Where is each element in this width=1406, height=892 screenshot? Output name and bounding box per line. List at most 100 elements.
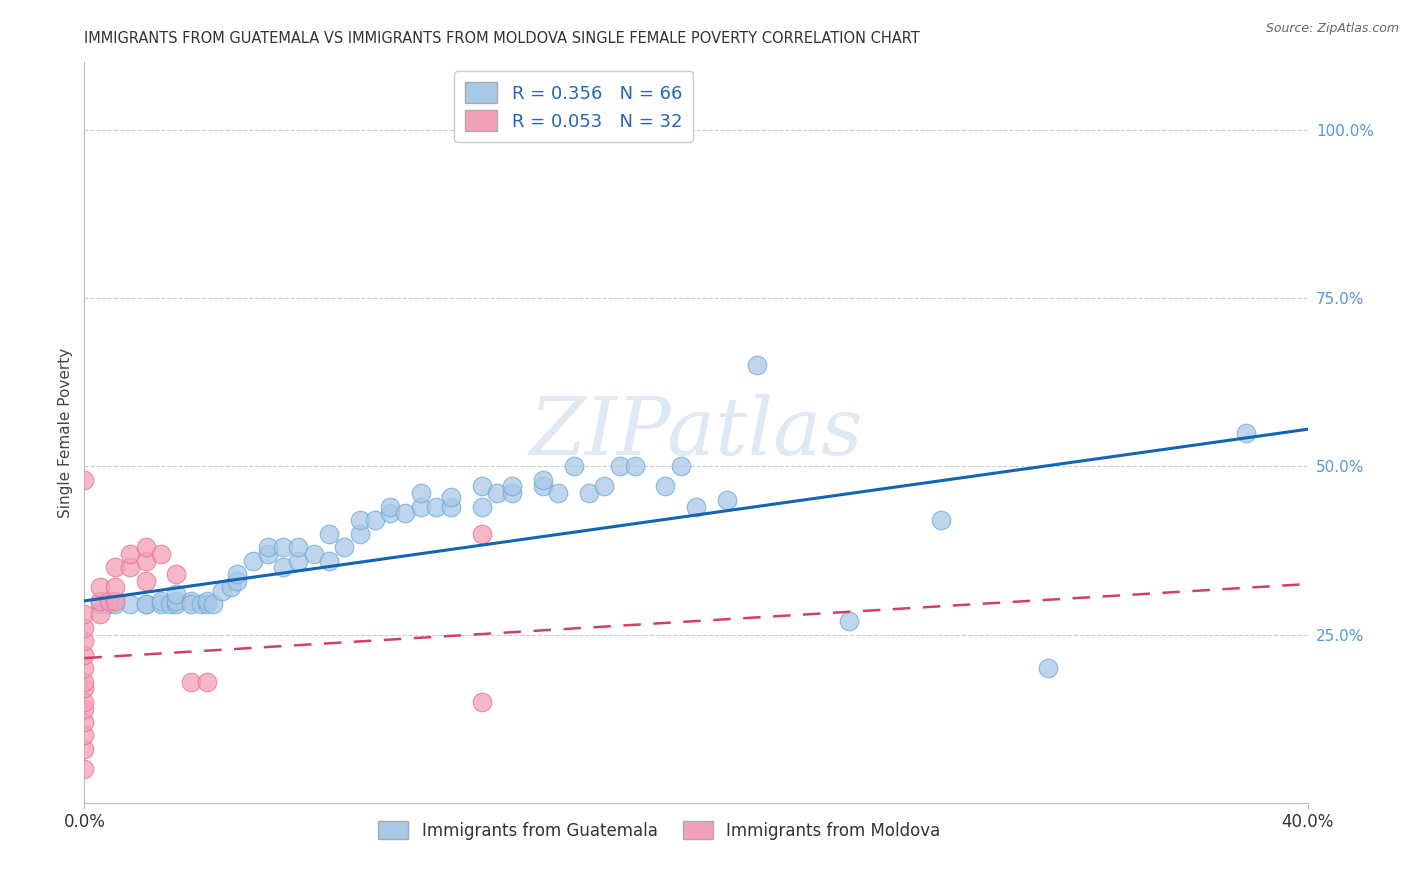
Point [471,500,494,514]
Point [654,479,676,493]
Point [89,581,111,595]
Point [180,597,202,611]
Point [471,479,494,493]
Point [104,597,127,611]
Point [257,540,280,554]
Point [211,583,233,598]
Point [135,597,157,611]
Legend: Immigrants from Guatemala, Immigrants from Moldova: Immigrants from Guatemala, Immigrants fr… [371,814,946,847]
Point [271,540,294,554]
Point [73,607,96,622]
Point [609,459,631,474]
Point [149,594,172,608]
Point [593,479,616,493]
Point [226,566,249,581]
Point [73,701,96,715]
Y-axis label: Single Female Poverty: Single Female Poverty [58,348,73,517]
Point [165,597,187,611]
Point [180,674,202,689]
Point [73,661,96,675]
Point [1036,661,1059,675]
Point [226,574,249,588]
Point [97,597,120,611]
Point [624,459,647,474]
Point [333,540,356,554]
Point [1236,425,1258,440]
Point [149,597,172,611]
Point [562,459,585,474]
Point [120,560,142,574]
Point [135,597,157,611]
Point [271,560,294,574]
Point [287,540,309,554]
Point [302,547,325,561]
Point [73,648,96,662]
Point [73,674,96,689]
Point [242,553,264,567]
Point [135,540,157,554]
Point [149,547,172,561]
Point [180,594,202,608]
Point [195,674,218,689]
Point [669,459,692,474]
Point [89,597,111,611]
Point [531,479,554,493]
Point [219,581,242,595]
Point [547,486,569,500]
Point [486,486,509,500]
Point [364,513,387,527]
Point [318,526,340,541]
Point [73,742,96,756]
Point [104,581,127,595]
Point [578,486,600,500]
Point [159,597,181,611]
Text: IMMIGRANTS FROM GUATEMALA VS IMMIGRANTS FROM MOLDOVA SINGLE FEMALE POVERTY CORRE: IMMIGRANTS FROM GUATEMALA VS IMMIGRANTS … [84,31,920,46]
Point [440,500,463,514]
Point [73,729,96,743]
Point [471,526,494,541]
Point [409,486,432,500]
Point [838,614,860,628]
Point [685,500,707,514]
Point [531,473,554,487]
Point [73,714,96,729]
Point [73,634,96,648]
Point [73,621,96,635]
Point [257,547,280,561]
Point [165,566,187,581]
Point [104,560,127,574]
Point [97,594,120,608]
Point [73,762,96,776]
Point [394,507,416,521]
Point [73,681,96,696]
Point [502,486,524,500]
Point [747,359,769,373]
Point [929,513,952,527]
Point [165,587,187,601]
Point [195,594,218,608]
Point [89,607,111,622]
Point [349,526,371,541]
Point [120,597,142,611]
Point [380,507,402,521]
Point [89,594,111,608]
Point [318,553,340,567]
Point [104,594,127,608]
Point [440,490,463,504]
Point [716,492,738,507]
Point [409,500,432,514]
Point [195,597,218,611]
Point [190,597,212,611]
Point [287,553,309,567]
Point [120,547,142,561]
Point [349,513,371,527]
Point [502,479,524,493]
Point [201,597,224,611]
Point [380,500,402,514]
Point [73,473,96,487]
Point [425,500,447,514]
Point [73,695,96,709]
Text: ZIPatlas: ZIPatlas [529,394,863,471]
Point [135,553,157,567]
Text: Source: ZipAtlas.com: Source: ZipAtlas.com [1265,22,1399,36]
